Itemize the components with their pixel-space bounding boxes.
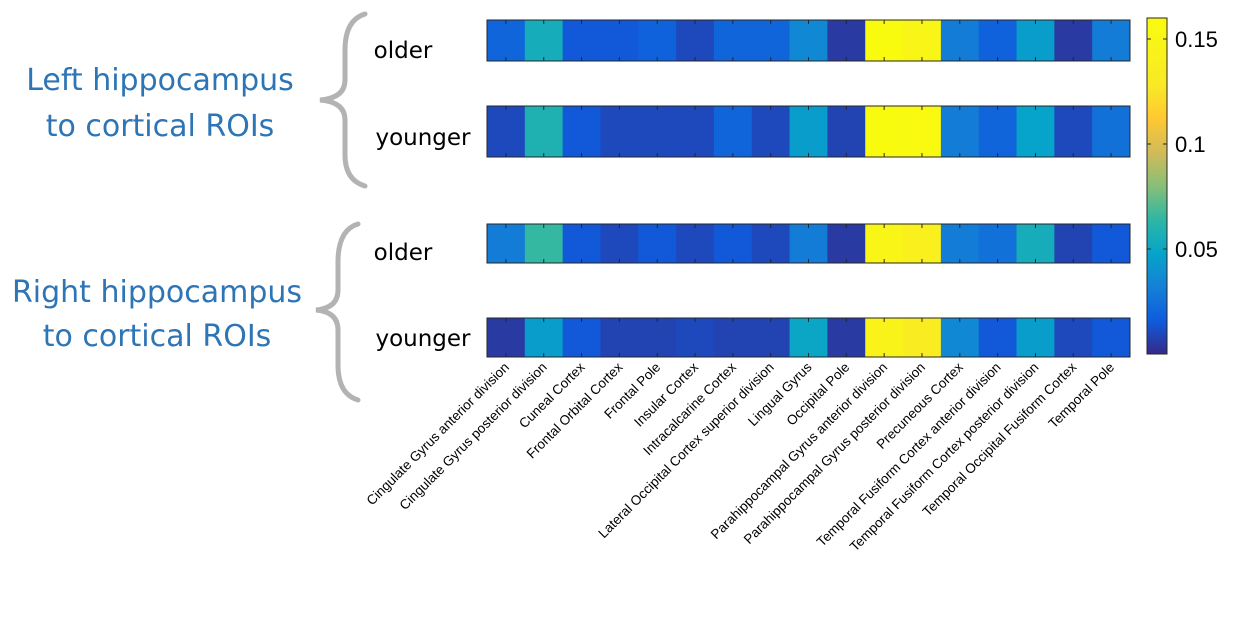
heatmap-cell: [903, 224, 942, 263]
heatmap-cell: [1054, 20, 1093, 61]
x-tick-label: Lateral Occipital Cortex superior divisi…: [595, 360, 776, 541]
heatmap-cell: [827, 224, 866, 263]
colorbar-tick-label: 0.15: [1175, 27, 1218, 52]
left-group-brace: [319, 11, 368, 189]
heatmap-cell: [487, 20, 526, 61]
heatmap-cell: [940, 224, 980, 263]
heatmap-cell: [789, 318, 828, 357]
row-label-right-older: older: [374, 240, 433, 266]
heatmap-cell: [1092, 106, 1131, 157]
heatmap-cell: [713, 20, 753, 61]
group-label-right-line-2: to cortical ROIs: [43, 319, 272, 354]
row-label-left-younger: younger: [375, 125, 471, 151]
heatmap-cell: [1092, 20, 1131, 61]
heatmap-cells: [486, 19, 1131, 358]
heatmap-cell: [940, 318, 980, 357]
heatmap-cell: [827, 20, 866, 61]
heatmap-cell: [600, 318, 639, 357]
colorbar: [1146, 17, 1168, 355]
heatmap-cell: [1016, 318, 1055, 357]
colorbar-tick-label: 0.05: [1175, 237, 1218, 262]
heatmap-cell: [487, 318, 526, 357]
group-label-left-line-1: Left hippocampus: [26, 63, 294, 98]
heatmap-cell: [524, 318, 564, 357]
heatmap-cell: [638, 224, 677, 263]
row-label-left-older: older: [374, 38, 433, 64]
heatmap-cell: [1054, 106, 1093, 157]
heatmap-cell: [676, 20, 715, 61]
heatmap-cell: [1016, 20, 1055, 61]
heatmap-cell: [940, 106, 980, 157]
heatmap-cell: [562, 20, 601, 61]
x-tick-label: Cuneal Cortex: [516, 359, 588, 431]
heatmap-cell: [865, 318, 904, 357]
group-label-left-line-2: to cortical ROIs: [46, 109, 275, 144]
heatmap-cell: [751, 318, 791, 357]
heatmap-cell: [562, 224, 601, 263]
x-tick-label: Temporal Pole: [1046, 360, 1118, 432]
x-tick-label: Cingulate Gyrus posterior division: [397, 360, 550, 513]
heatmap-cell: [789, 224, 828, 263]
heatmap-cell: [638, 106, 677, 157]
heatmap-cell: [487, 106, 526, 157]
x-tick-label: Cingulate Gyrus anterior division: [363, 360, 512, 509]
heatmap-cell: [713, 106, 753, 157]
heatmap-cell: [676, 224, 715, 263]
heatmap-cell: [524, 106, 564, 157]
heatmap-cell: [638, 20, 677, 61]
heatmap-cell: [638, 318, 677, 357]
heatmap-cell: [789, 20, 828, 61]
heatmap-cell: [1054, 318, 1093, 357]
heatmap-cell: [751, 20, 791, 61]
heatmap-cell: [903, 318, 942, 357]
heatmap-cell: [1016, 224, 1055, 263]
heatmap-cell: [827, 106, 866, 157]
group-label-right-line-1: Right hippocampus: [12, 275, 302, 310]
heatmap-cell: [978, 20, 1018, 61]
heatmap-cell: [751, 224, 791, 263]
heatmap-cell: [903, 106, 942, 157]
heatmap-cell: [751, 106, 791, 157]
heatmap-cell: [1092, 224, 1131, 263]
heatmap-cell: [600, 20, 639, 61]
heatmap-cell: [1054, 224, 1093, 263]
heatmap-cell: [600, 106, 639, 157]
heatmap-cell: [940, 20, 980, 61]
colorbar-tick-label: 0.1: [1175, 132, 1206, 157]
heatmap-cell: [562, 318, 601, 357]
heatmap-cell: [1016, 106, 1055, 157]
heatmap-cell: [978, 318, 1018, 357]
heatmap-cell: [676, 318, 715, 357]
heatmap-cell: [676, 106, 715, 157]
heatmap-cell: [713, 224, 753, 263]
heatmap-cell: [562, 106, 601, 157]
heatmap-cell: [487, 224, 526, 263]
heatmap-cell: [903, 20, 942, 61]
heatmap-cell: [789, 106, 828, 157]
heatmap-cell: [978, 106, 1018, 157]
heatmap-cell: [978, 224, 1018, 263]
row-label-right-younger: younger: [375, 326, 471, 352]
heatmap-cell: [524, 20, 564, 61]
heatmap-cell: [865, 20, 904, 61]
x-tick-label: Parahippocampal Gyrus anterior division: [708, 360, 891, 543]
colorbar-ticks: 0.05 0.1 0.15: [1147, 27, 1218, 262]
heatmap-cell: [865, 224, 904, 263]
heatmap-cell: [1092, 318, 1131, 357]
heatmap-cell: [524, 224, 564, 263]
x-tick-labels: Cingulate Gyrus anterior divisionCingula…: [363, 359, 1117, 554]
heatmap-cell: [865, 106, 904, 157]
heatmap-cell: [713, 318, 753, 357]
heatmap-cell: [827, 318, 866, 357]
heatmap-cell: [600, 224, 639, 263]
right-group-brace: [315, 221, 361, 403]
